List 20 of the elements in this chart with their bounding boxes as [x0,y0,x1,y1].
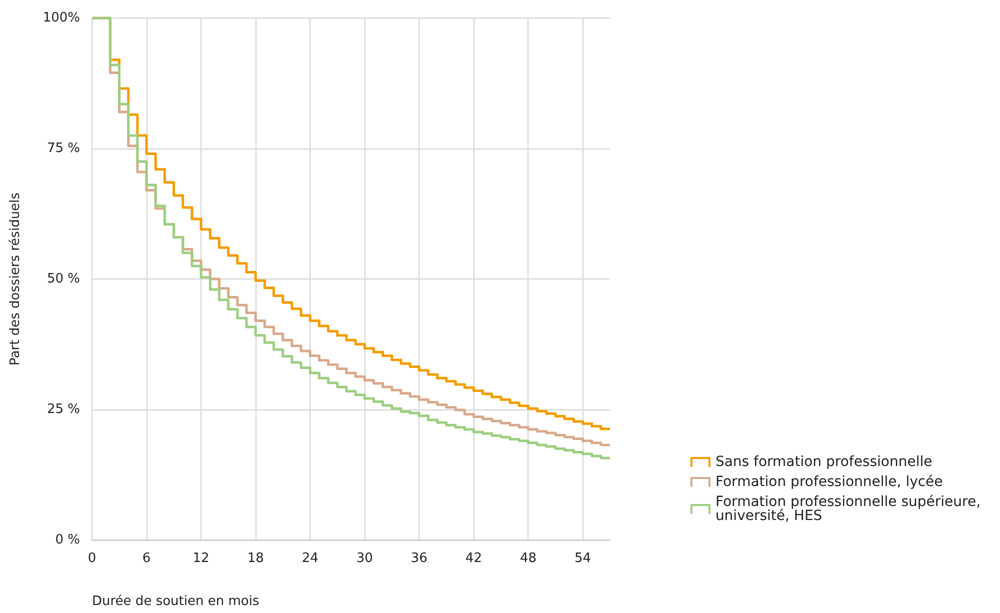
x-tick-label: 18 [247,551,264,566]
y-tick-label: 75 % [46,141,80,156]
x-tick-label: 36 [410,551,428,566]
legend-label: Sans formation professionnelle [715,454,932,470]
x-tick-label: 0 [88,551,96,566]
x-tick-label: 6 [142,551,151,566]
y-tick-label: 25 % [46,402,80,417]
x-tick-label: 54 [574,551,592,566]
x-tick-label: 48 [520,551,536,566]
x-tick-label: 12 [192,551,210,566]
y-tick-label: 100% [42,10,80,26]
y-tick-label: 50 % [46,272,80,286]
legend-label: Formation professionnelle, lycée [715,474,943,490]
x-tick-label: 42 [465,551,482,566]
y-axis-title: Part des dossiers résiduels [8,192,23,366]
x-tick-label: 30 [356,551,373,566]
x-tick-label: 24 [302,551,318,566]
legend-label: Formation professionnelle supérieure, université, HES [715,494,985,524]
y-tick-label: 0 % [55,532,80,548]
x-axis-title: Durée de soutien en mois [92,594,260,609]
